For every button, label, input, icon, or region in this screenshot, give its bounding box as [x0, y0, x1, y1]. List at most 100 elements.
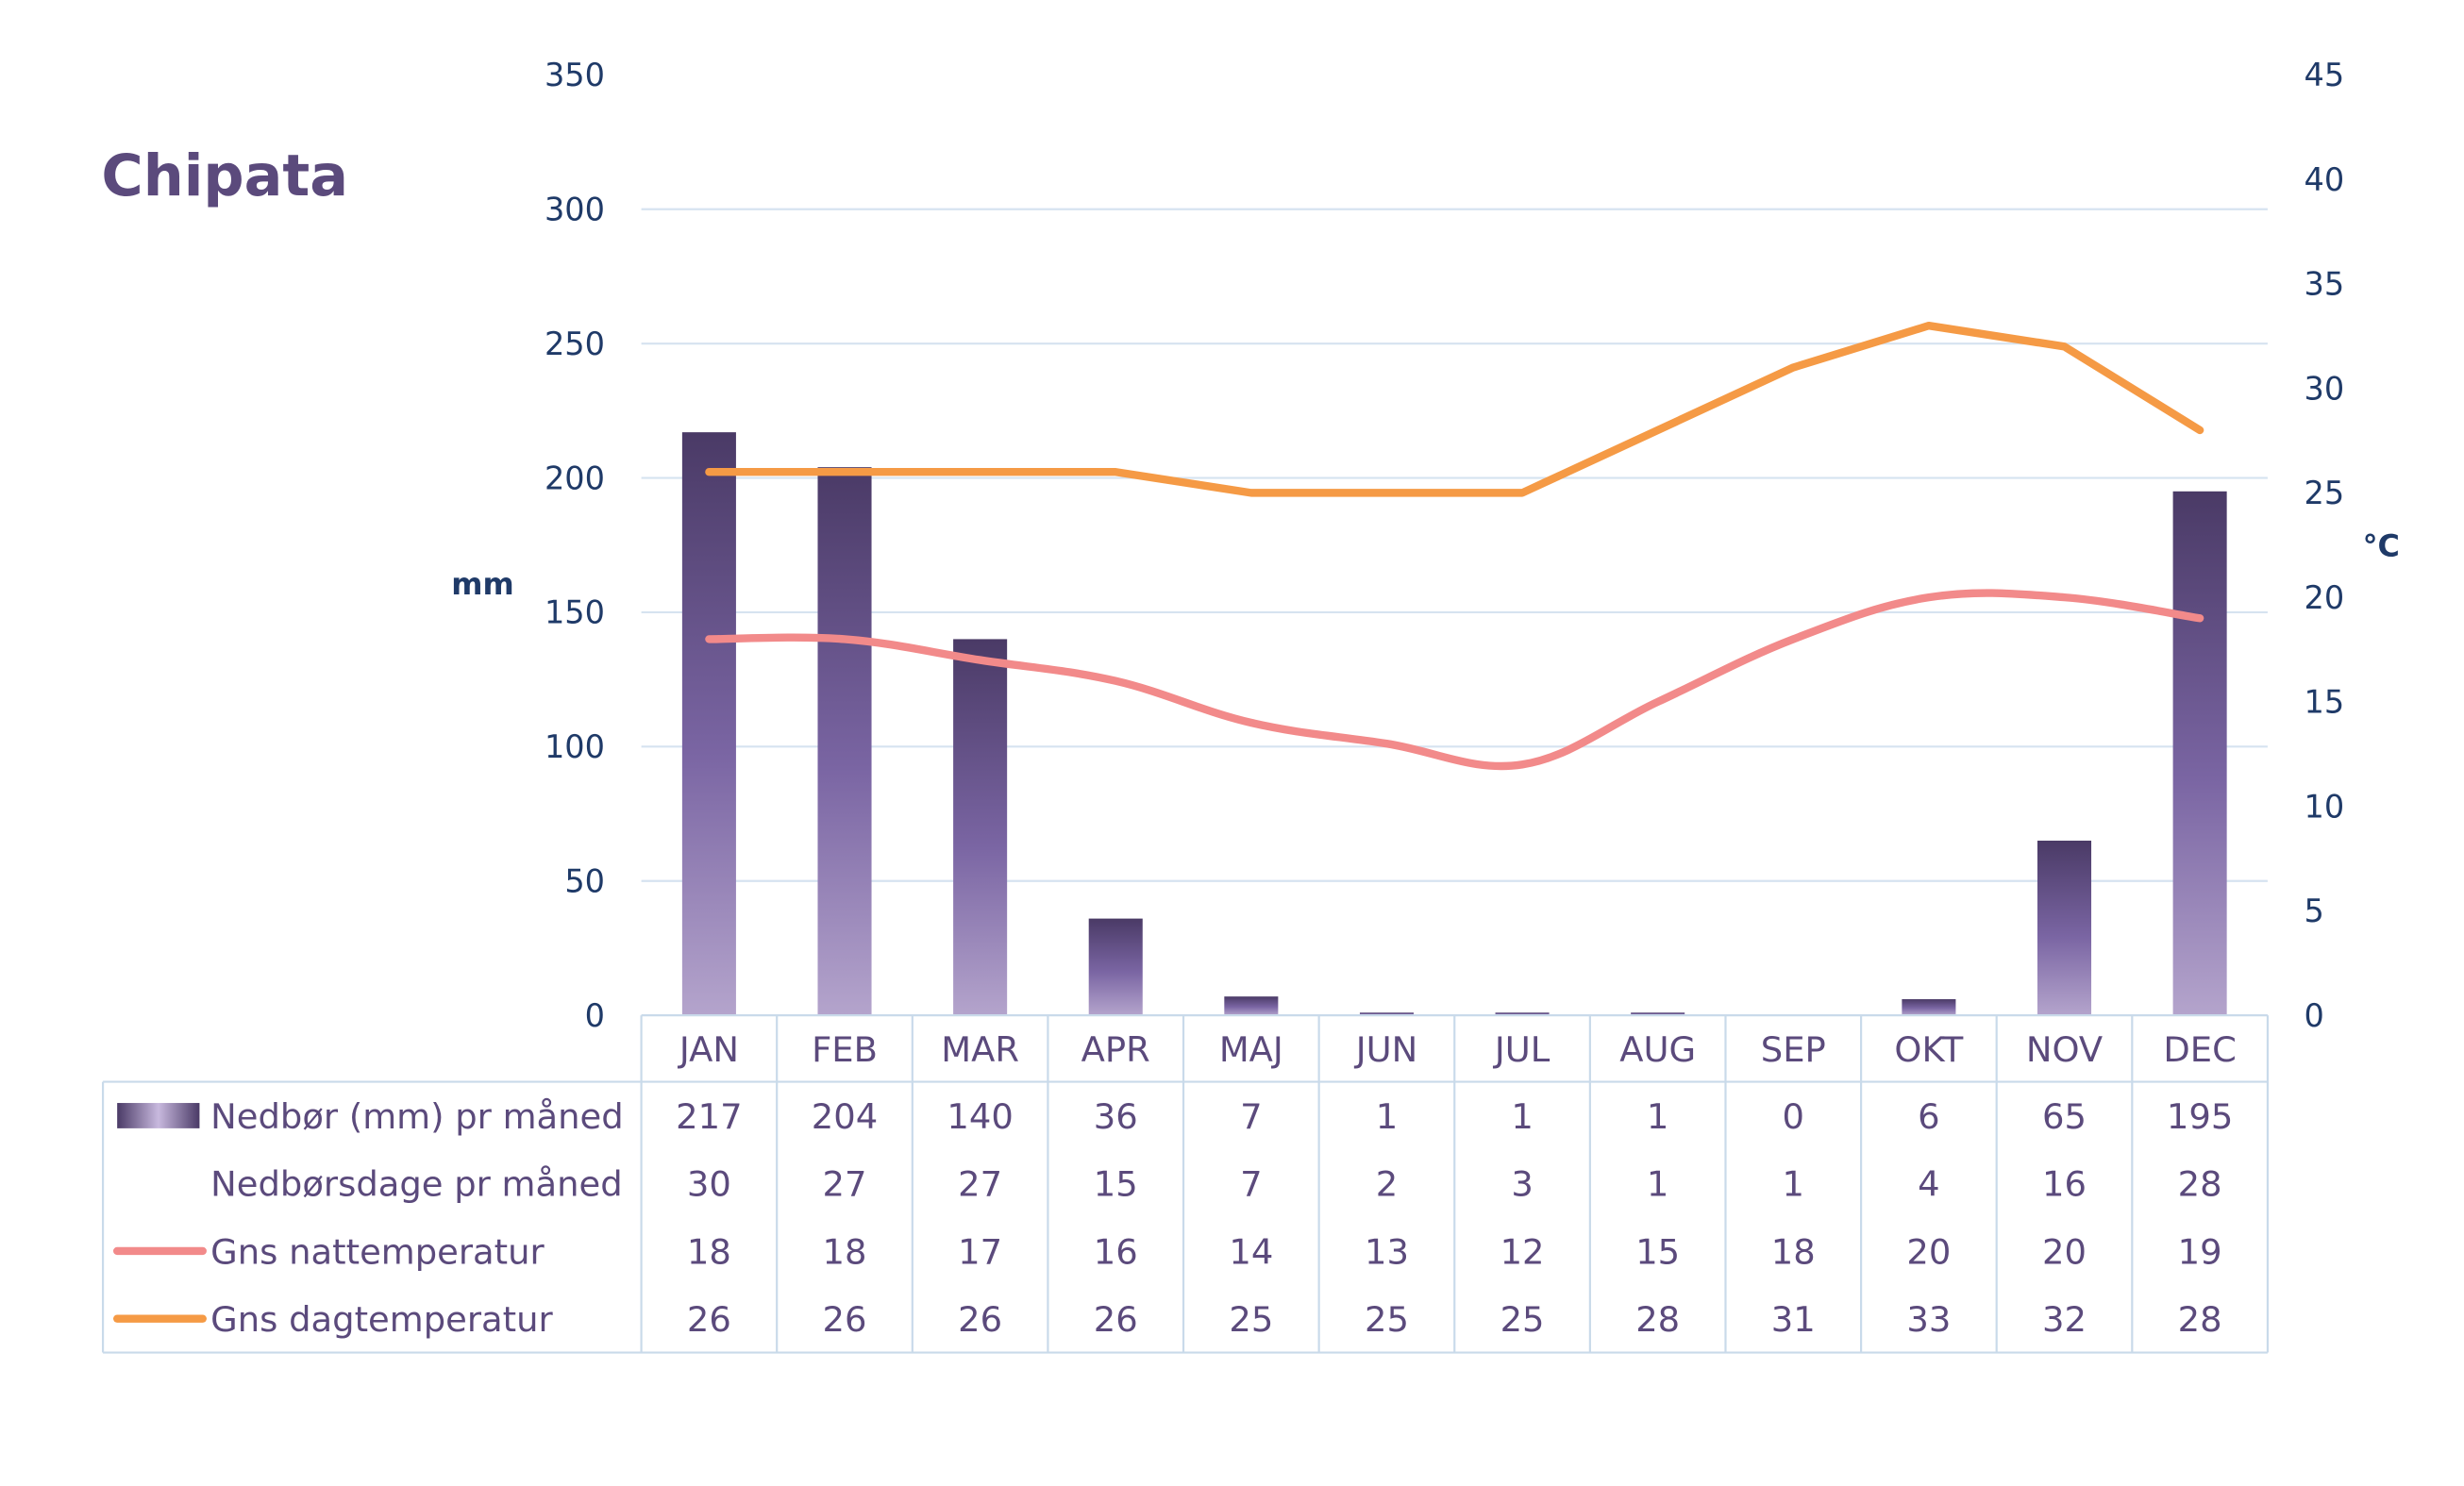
- precip-bar: [1359, 1012, 1414, 1016]
- x-tick-label: AUG: [1619, 1029, 1696, 1070]
- y-right-tick-label: 40: [2305, 161, 2345, 198]
- table-cell: 18: [687, 1231, 731, 1272]
- precip-bar: [1495, 1012, 1550, 1016]
- table-cell: 25: [1229, 1299, 1273, 1340]
- precip-bar: [1902, 999, 1956, 1016]
- chart-title: Chipata: [101, 143, 348, 209]
- precip-bar: [681, 432, 736, 1016]
- y-right-axis-label: °C: [2363, 527, 2400, 563]
- x-tick-label: OKT: [1894, 1029, 1963, 1070]
- y-right-tick-label: 5: [2305, 893, 2324, 929]
- table-cell: 65: [2042, 1096, 2087, 1137]
- table-cell: 7: [1240, 1096, 1262, 1137]
- x-tick-label: APR: [1081, 1029, 1150, 1070]
- y-left-tick-label: 200: [545, 459, 605, 496]
- table-cell: 27: [823, 1164, 867, 1205]
- y-left-tick-label: 150: [545, 594, 605, 631]
- x-tick-label: NOV: [2026, 1029, 2103, 1070]
- table-cell: 140: [947, 1096, 1013, 1137]
- table-cell: 16: [1094, 1231, 1138, 1272]
- table-cell: 33: [1906, 1299, 1951, 1340]
- table-cell: 18: [823, 1231, 867, 1272]
- x-tick-label: MAR: [941, 1029, 1019, 1070]
- table-cell: 13: [1365, 1231, 1409, 1272]
- table-cell: 14: [1229, 1231, 1273, 1272]
- precip-bar: [1088, 918, 1143, 1016]
- table-cell: 1: [1783, 1164, 1804, 1205]
- table-cell: 18: [1771, 1231, 1816, 1272]
- y-right-tick-label: 20: [2305, 579, 2345, 616]
- x-tick-label: FEB: [812, 1029, 878, 1070]
- table-row-label: Nedbør (mm) pr måned: [210, 1096, 624, 1137]
- y-left-tick-label: 250: [545, 326, 605, 362]
- data-table: JAN FEB MAR APR MAJ JUN JUL AUG SEP OKT NOV DEC Nedb…: [101, 1014, 2270, 1354]
- table-cell: 15: [1094, 1164, 1138, 1205]
- table-cell: 4: [1918, 1164, 1939, 1205]
- y-right-tick-label: 35: [2305, 266, 2345, 303]
- table-cell: 1: [1511, 1096, 1533, 1137]
- x-tick-label: JAN: [678, 1029, 739, 1070]
- table-cell: 28: [1635, 1299, 1680, 1340]
- table-cell: 195: [2167, 1096, 2233, 1137]
- table-cell: 25: [1365, 1299, 1409, 1340]
- table-cell: 26: [958, 1299, 1002, 1340]
- table-cell: 25: [1500, 1299, 1545, 1340]
- y-left-tick-label: 0: [585, 997, 605, 1034]
- y-left-tick-label: 100: [545, 728, 605, 765]
- x-tick-label: JUL: [1493, 1029, 1550, 1070]
- table-cell: 16: [2042, 1164, 2087, 1205]
- y-left-axis-label: mm: [451, 566, 513, 602]
- grid-lines: [641, 208, 2268, 882]
- y-left-tick-labels: 0 50 100 150 200 250 300 350: [545, 57, 605, 1034]
- precip-bar: [1631, 1012, 1685, 1016]
- table-cell: 7: [1240, 1164, 1262, 1205]
- table-cell: 30: [687, 1164, 731, 1205]
- table-cell: 20: [1906, 1231, 1951, 1272]
- table-cell: 36: [1094, 1096, 1138, 1137]
- table-cell: 26: [1094, 1299, 1138, 1340]
- table-cell: 27: [958, 1164, 1002, 1205]
- table-cell: 204: [812, 1096, 878, 1137]
- table-cell: 28: [2178, 1164, 2222, 1205]
- table-row-label: Gns nattemperatur: [210, 1231, 545, 1272]
- table-cell: 2: [1376, 1164, 1398, 1205]
- table-cell: 28: [2178, 1299, 2222, 1340]
- y-right-tick-labels: 0 5 10 15 20 25 30 35 40 45: [2305, 57, 2345, 1034]
- table-cell: 26: [687, 1299, 731, 1340]
- table-cell: 20: [2042, 1231, 2087, 1272]
- night-temperature-line: [705, 589, 2204, 771]
- y-right-tick-label: 10: [2305, 788, 2345, 825]
- x-tick-label: JUN: [1354, 1029, 1418, 1070]
- y-right-tick-label: 25: [2305, 475, 2345, 511]
- precip-bar: [817, 467, 872, 1016]
- y-right-tick-label: 15: [2305, 684, 2345, 721]
- table-cell: 17: [958, 1231, 1002, 1272]
- y-right-tick-label: 0: [2305, 997, 2324, 1034]
- table-cell: 15: [1635, 1231, 1680, 1272]
- precip-bar: [2172, 491, 2227, 1016]
- table-cell: 1: [1647, 1096, 1668, 1137]
- table-row-label: Gns dagtemperatur: [210, 1299, 553, 1340]
- table-cell: 12: [1500, 1231, 1545, 1272]
- table-cell: 31: [1771, 1299, 1816, 1340]
- x-tick-label: SEP: [1761, 1029, 1826, 1070]
- table-cell: 1: [1647, 1164, 1668, 1205]
- precip-bar: [953, 639, 1008, 1016]
- table-row-label: Nedbørsdage pr måned: [210, 1164, 622, 1205]
- day-temperature-line: [705, 321, 2204, 497]
- x-tick-label: DEC: [2163, 1029, 2237, 1070]
- table-cell: 26: [823, 1299, 867, 1340]
- x-tick-label: MAJ: [1219, 1029, 1283, 1070]
- y-left-tick-label: 50: [564, 862, 605, 899]
- precip-bar: [2037, 841, 2092, 1016]
- table-cell: 0: [1783, 1096, 1804, 1137]
- y-right-tick-label: 30: [2305, 370, 2345, 407]
- y-left-tick-label: 300: [545, 192, 605, 228]
- table-cell: 32: [2042, 1299, 2087, 1340]
- table-cell: 3: [1511, 1164, 1533, 1205]
- y-left-tick-label: 350: [545, 57, 605, 93]
- precip-bar: [1224, 996, 1279, 1016]
- table-cell: 19: [2178, 1231, 2222, 1272]
- legend-key-precip: [117, 1103, 200, 1128]
